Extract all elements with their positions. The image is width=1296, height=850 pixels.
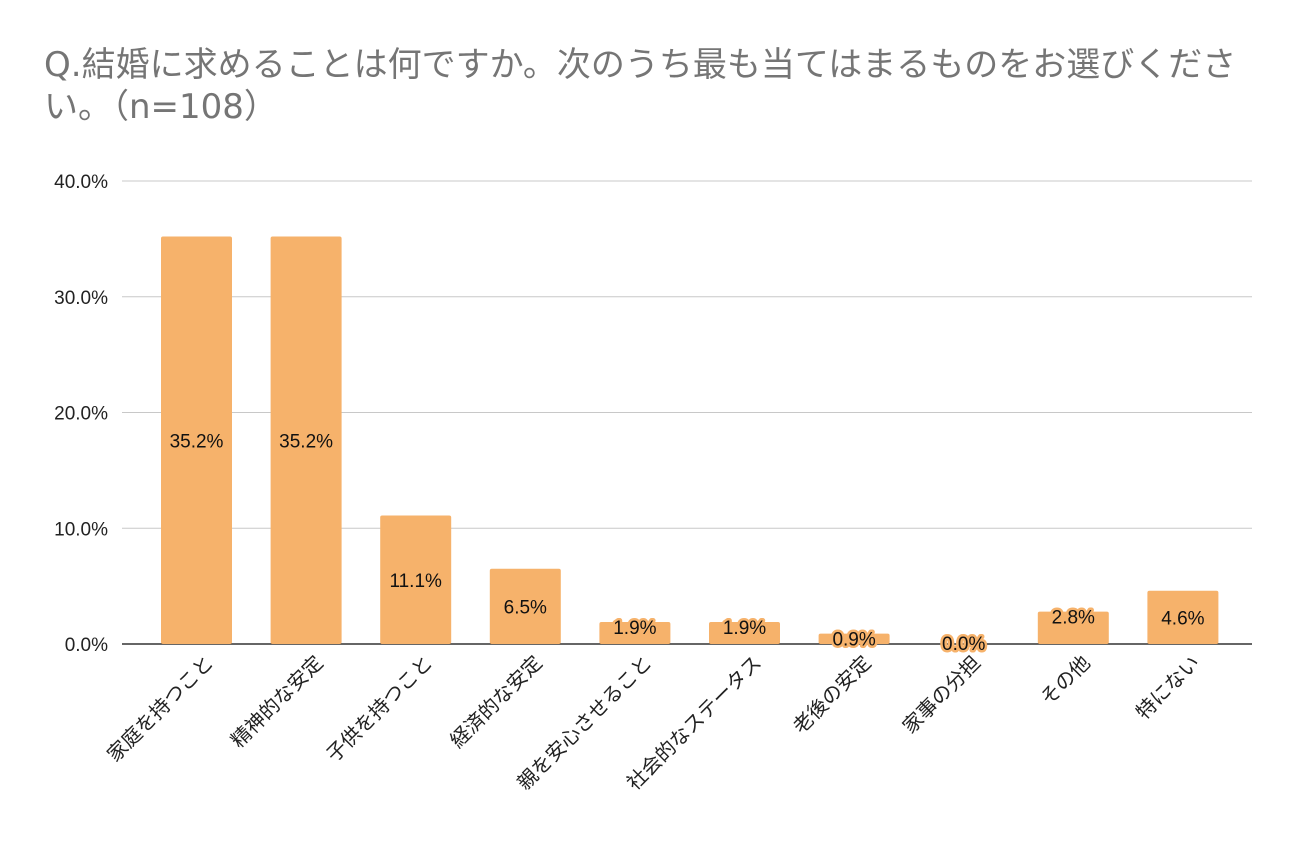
y-tick-label: 40.0% (54, 172, 108, 193)
data-label: 1.9% (613, 618, 656, 639)
x-category-label: その他 (1035, 651, 1094, 710)
y-axis-tick-labels: 0.0% 10.0% 20.0% 30.0% 40.0% (54, 172, 108, 656)
bar (1037, 611, 1109, 644)
bar (599, 622, 671, 644)
data-labels: 35.2% 35.2% 11.1% 6.5% 1.9% 1.9% 0.9% 0.0% 2.8% 4… (170, 431, 1205, 657)
bar (161, 236, 232, 644)
chart-title: Q.結婚に求めることは何ですか。次のうち最も当てはまるものをお選びください。（n… (44, 45, 1237, 127)
y-tick-label: 20.0% (54, 404, 108, 425)
bar (709, 622, 780, 644)
x-category-label: 老後の安定 (788, 651, 876, 739)
x-category-label: 特にない (1131, 651, 1205, 725)
bar (270, 236, 342, 644)
data-label: 0.0% (942, 634, 985, 655)
bar (380, 515, 452, 644)
x-category-label: 子供を持つこと (321, 651, 437, 767)
data-label: 6.5% (504, 597, 547, 618)
x-category-label: 経済的な安定 (445, 651, 547, 753)
data-label: 35.2% (279, 431, 333, 452)
data-label: 0.9% (832, 630, 875, 651)
bar (1147, 590, 1219, 644)
y-tick-label: 0.0% (65, 635, 108, 656)
y-tick-label: 30.0% (54, 288, 108, 309)
bar (489, 568, 561, 644)
bars (161, 236, 1219, 644)
data-label: 2.8% (1052, 608, 1095, 629)
x-category-label: 精神的な安定 (226, 651, 328, 753)
y-tick-label: 10.0% (54, 519, 108, 540)
x-category-label: 家事の分担 (898, 651, 986, 739)
x-category-label: 家庭を持つこと (102, 651, 218, 767)
data-label: 35.2% (170, 431, 224, 452)
data-label: 11.1% (389, 571, 442, 592)
data-label: 4.6% (1161, 608, 1204, 629)
bar (818, 633, 890, 644)
data-label: 1.9% (723, 618, 766, 639)
